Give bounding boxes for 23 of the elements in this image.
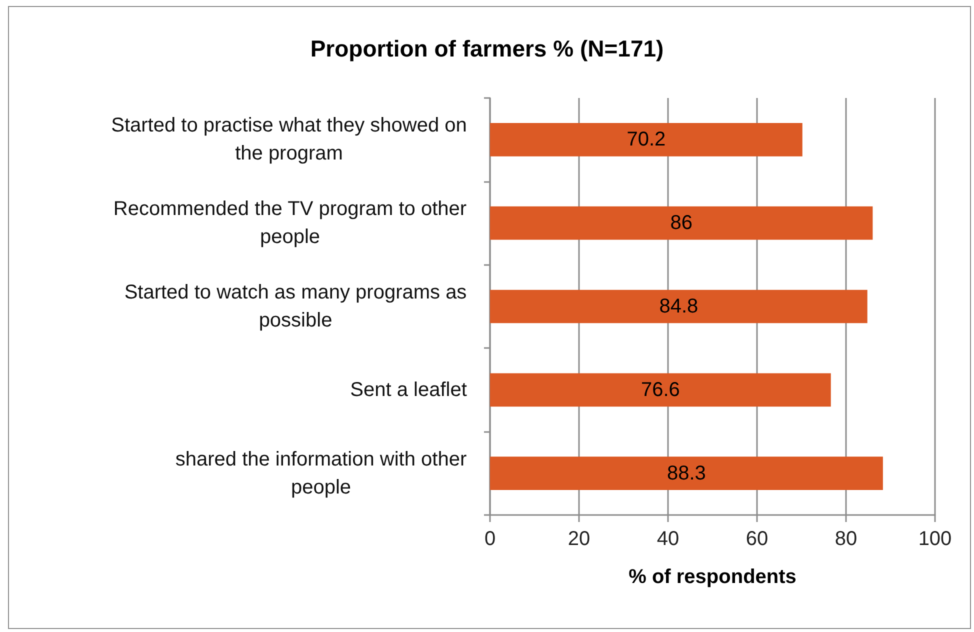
x-tick-label: 80 <box>834 528 858 550</box>
x-axis-title: % of respondents <box>628 566 796 588</box>
data-label: 84.8 <box>659 296 698 318</box>
y-tick-label: shared the information with other people <box>175 448 467 498</box>
bar <box>490 123 802 156</box>
bar <box>490 290 868 324</box>
y-tick-label: Started to watch as many programs as possible <box>124 282 467 332</box>
bar <box>490 373 831 407</box>
x-tick-label: 0 <box>484 528 496 550</box>
data-label: 86 <box>670 212 692 234</box>
x-tick-label: 60 <box>746 528 768 550</box>
bar <box>490 456 883 490</box>
data-label: 70.2 <box>626 128 666 151</box>
x-tick-label: 40 <box>656 528 680 550</box>
data-label: 76.6 <box>640 378 680 401</box>
x-tick-label: 20 <box>568 528 590 550</box>
bar <box>490 206 873 240</box>
chart-title: Proportion of farmers % (N=171) <box>310 36 664 62</box>
y-tick-label: Started to practise what they showed on the program <box>111 114 467 165</box>
x-tick-label: 100 <box>918 528 952 550</box>
y-tick-label: Sent a leaflet <box>350 378 468 401</box>
y-tick-label: Recommended the TV program to other people <box>113 198 467 248</box>
data-label: 88.3 <box>667 462 706 484</box>
